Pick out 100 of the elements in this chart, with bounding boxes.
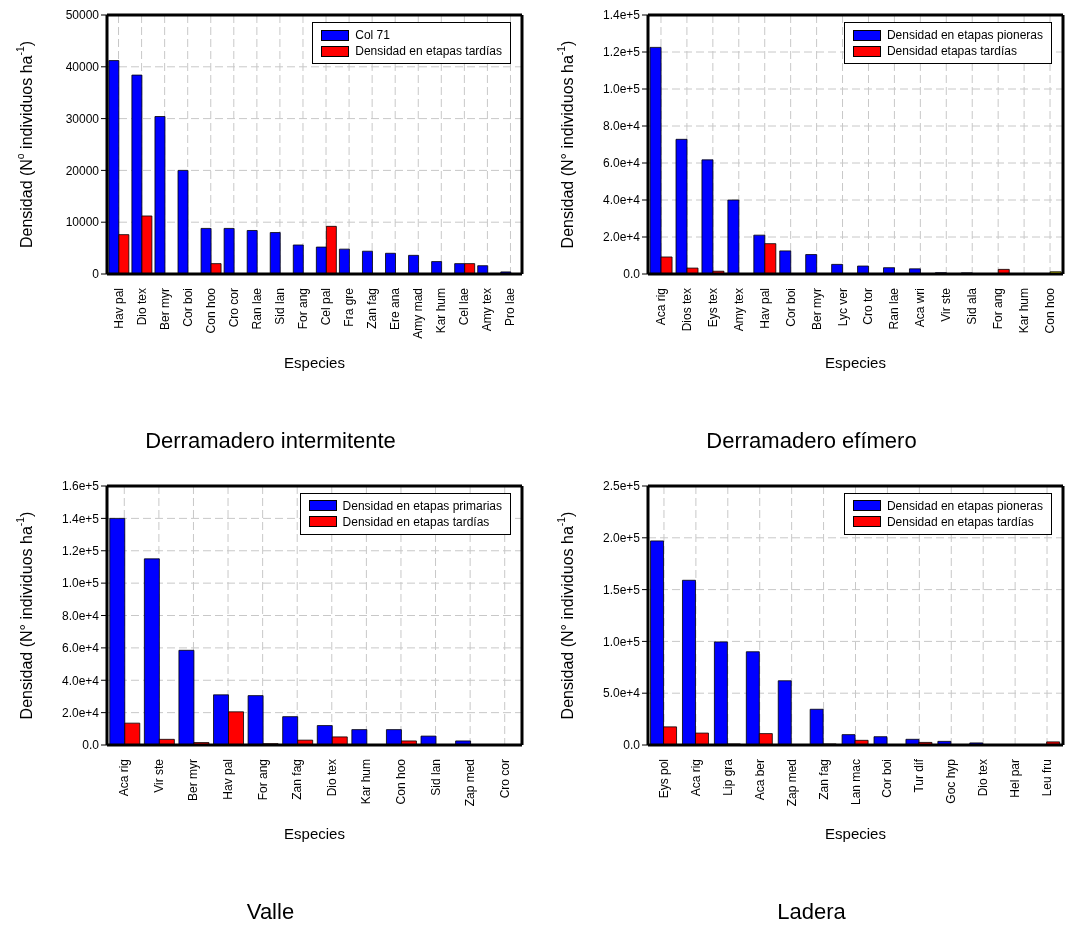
x-tick-label: Sid ala bbox=[965, 287, 980, 325]
x-tick-label: Lyc ver bbox=[835, 288, 850, 327]
y-tick-label: 1.6e+5 bbox=[61, 478, 100, 493]
y-tick-label: 5.0e+4 bbox=[602, 685, 641, 700]
x-tick-label: Sid lan bbox=[272, 288, 287, 325]
x-tick-label: Ber myr bbox=[186, 758, 201, 801]
y-tick-label: 1.4e+5 bbox=[61, 511, 100, 526]
x-tick-label: Aca rig bbox=[688, 758, 703, 796]
y-tick-label: 1.0e+5 bbox=[61, 575, 100, 590]
x-tick-label: Kar hum bbox=[359, 758, 374, 804]
y-tick-label: 4.0e+4 bbox=[61, 673, 100, 688]
legend-label: Densidad en etapas tardías bbox=[886, 513, 1034, 530]
y-tick-label: 1.2e+5 bbox=[602, 45, 641, 60]
y-tick-label: 2.0e+5 bbox=[602, 530, 641, 545]
x-tick-label: Hav pal bbox=[221, 758, 236, 800]
x-tick-label: Vir ste bbox=[939, 287, 954, 322]
y-tick-label: 0.0 bbox=[82, 737, 100, 752]
x-tick-label: Sid lan bbox=[428, 758, 443, 796]
y-tick-label: 0.0 bbox=[623, 267, 641, 282]
x-tick-label: Aca rig bbox=[653, 288, 668, 326]
x-tick-label: Amy tex bbox=[731, 288, 746, 332]
x-tick-label: Eys pol bbox=[656, 758, 671, 798]
x-tick-label: Aca wri bbox=[913, 288, 928, 328]
x-tick-label: Kar hum bbox=[1017, 288, 1032, 334]
x-tick-label: Pro lae bbox=[503, 287, 518, 327]
y-tick-label: 6.0e+4 bbox=[602, 156, 641, 171]
x-tick-label: Hav pal bbox=[111, 288, 126, 329]
y-tick-label: 1.2e+5 bbox=[61, 543, 100, 558]
y-tick-label: 6.0e+4 bbox=[61, 640, 100, 655]
text: Derramadero intermitente bbox=[144, 428, 397, 454]
x-tick-label: Goc hyp bbox=[944, 758, 959, 804]
x-tick-label: Cro tor bbox=[861, 288, 876, 325]
x-tick-label: Zan fag bbox=[816, 758, 831, 800]
x-tick-label: Zap med bbox=[784, 758, 799, 806]
x-tick-label: Ber myr bbox=[157, 288, 172, 330]
x-tick-label: Cor boi bbox=[180, 288, 195, 327]
y-tick-label: 1.4e+5 bbox=[602, 8, 641, 23]
x-tick-label: Cor boi bbox=[783, 288, 798, 327]
x-tick-label: Dio tex bbox=[976, 758, 991, 796]
x-tick-label: Hav pal bbox=[757, 288, 772, 329]
x-tick-label: Amy mad bbox=[411, 288, 426, 339]
x-tick-label: Dio tex bbox=[324, 758, 339, 796]
text: Derramadero efímero bbox=[705, 428, 918, 454]
x-tick-label: Tur dif bbox=[912, 757, 927, 793]
x-tick-label: Ran lae bbox=[249, 287, 264, 330]
x-tick-label: Ran lae bbox=[887, 287, 902, 330]
x-tick-label: For ang bbox=[255, 758, 270, 800]
x-tick-label: Amy tex bbox=[480, 288, 495, 332]
x-tick-label: Dio tex bbox=[134, 288, 149, 326]
y-tick-label: 10000 bbox=[65, 215, 100, 230]
text: Ladera bbox=[776, 898, 847, 925]
y-tick-label: 30000 bbox=[65, 111, 100, 126]
y-tick-label: 8.0e+4 bbox=[61, 608, 100, 623]
legend-label: Densidad en etapas pioneras bbox=[886, 27, 1043, 43]
y-tick-label: 0.0 bbox=[623, 737, 641, 752]
x-tick-label: Lip gra bbox=[720, 758, 735, 796]
x-tick-label: Aca ber bbox=[752, 758, 767, 800]
y-tick-label: 1.0e+5 bbox=[602, 82, 641, 97]
y-tick-label: 2.5e+5 bbox=[602, 478, 641, 493]
x-tick-label: Ere ana bbox=[388, 287, 403, 331]
x-tick-label: For ang bbox=[991, 288, 1006, 330]
y-tick-label: 40000 bbox=[65, 60, 100, 75]
y-tick-label: 50000 bbox=[65, 8, 100, 23]
x-axis-title: Especies bbox=[825, 824, 886, 842]
legend-label: Densidad en etapas tardías bbox=[342, 513, 490, 530]
y-tick-label: 4.0e+4 bbox=[602, 193, 641, 208]
x-tick-label: Fra gre bbox=[342, 287, 357, 327]
x-tick-label: Cro cor bbox=[497, 758, 512, 798]
y-tick-label: 20000 bbox=[65, 163, 100, 178]
x-tick-label: Leu fru bbox=[1040, 758, 1055, 796]
x-tick-label: Zan fag bbox=[290, 758, 305, 800]
x-tick-label: Ber myr bbox=[809, 288, 824, 330]
legend-label: Densidad en etapas primarias bbox=[342, 497, 502, 514]
y-tick-label: 2.0e+4 bbox=[602, 230, 641, 245]
text: Valle bbox=[245, 898, 296, 925]
y-tick-label: 0 bbox=[92, 267, 100, 282]
x-axis-title: Especies bbox=[825, 354, 886, 371]
x-tick-label: Zap med bbox=[463, 758, 478, 806]
x-tick-label: Con hoo bbox=[393, 758, 408, 804]
x-tick-label: Hel par bbox=[1008, 758, 1023, 798]
x-tick-label: Zan fag bbox=[365, 288, 380, 329]
legend-label: Densidad etapas tardías bbox=[886, 43, 1017, 59]
y-tick-label: 2.0e+4 bbox=[61, 705, 100, 720]
y-tick-label: 8.0e+4 bbox=[602, 119, 641, 134]
legend-label: Densidad en etapas tardías bbox=[355, 43, 502, 59]
x-tick-label: Cel pal bbox=[319, 288, 334, 326]
x-tick-label: Cel lae bbox=[457, 287, 472, 326]
x-tick-label: Cor boi bbox=[880, 758, 895, 798]
x-tick-label: Aca rig bbox=[117, 758, 132, 796]
x-tick-label: Eys tex bbox=[705, 288, 720, 328]
x-tick-label: Con hoo bbox=[203, 287, 218, 334]
x-axis-title: Especies bbox=[284, 824, 345, 842]
legend-label: Col 71 bbox=[355, 27, 390, 43]
legend-label: Densidad en etapas pioneras bbox=[886, 497, 1043, 514]
x-tick-label: For ang bbox=[295, 288, 310, 330]
x-tick-label: Con hoo bbox=[1043, 287, 1058, 334]
x-tick-label: Cro cor bbox=[226, 288, 241, 328]
x-tick-label: Kar hum bbox=[434, 288, 449, 334]
y-tick-label: 1.5e+5 bbox=[602, 582, 641, 597]
x-tick-label: Lan mac bbox=[848, 758, 863, 805]
